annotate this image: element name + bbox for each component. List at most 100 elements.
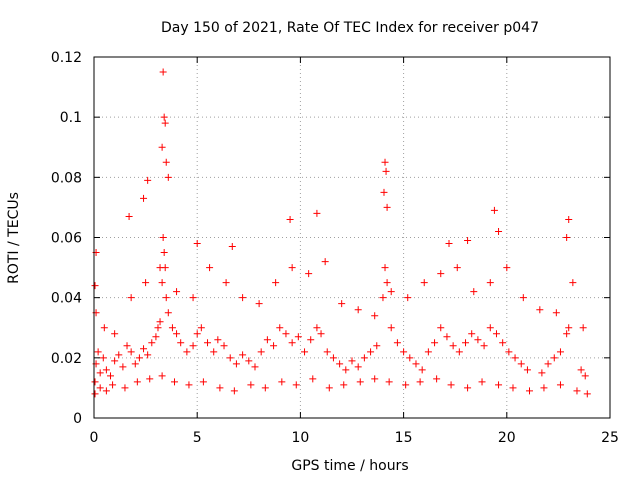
data-point xyxy=(354,306,362,314)
data-point xyxy=(544,360,552,368)
data-point xyxy=(420,279,428,287)
data-point xyxy=(523,366,531,374)
data-point xyxy=(100,324,108,332)
y-tick-label: 0.12 xyxy=(51,50,82,66)
data-point xyxy=(189,294,197,302)
data-point xyxy=(360,354,368,362)
data-point xyxy=(257,348,265,356)
data-point xyxy=(91,390,99,398)
data-point xyxy=(468,330,476,338)
data-point xyxy=(418,366,426,374)
data-point xyxy=(159,234,167,241)
data-point xyxy=(309,375,317,383)
data-point xyxy=(131,360,139,368)
data-point xyxy=(294,333,302,341)
data-point xyxy=(583,390,591,398)
data-point xyxy=(577,366,585,374)
data-point xyxy=(288,264,296,272)
data-point xyxy=(156,318,164,326)
data-point xyxy=(161,119,169,127)
data-point xyxy=(133,378,141,386)
y-tick-label: 0.06 xyxy=(51,231,82,247)
data-point xyxy=(455,348,463,356)
data-point xyxy=(164,309,172,317)
data-point xyxy=(431,339,439,347)
y-tick-label: 0.04 xyxy=(51,291,82,307)
data-point xyxy=(162,294,170,302)
data-point xyxy=(142,279,150,287)
data-point xyxy=(556,348,564,356)
axis-ticks: 0 5 10 15 20 25 0 0.02 0.04 0.06 0.08 0.1 0.12 xyxy=(51,50,619,446)
data-point xyxy=(526,387,534,395)
y-tick-label: 0.1 xyxy=(60,110,82,126)
x-tick-label: 15 xyxy=(395,430,413,446)
data-point xyxy=(292,381,300,389)
data-point xyxy=(371,375,379,383)
data-point xyxy=(152,333,160,341)
data-point xyxy=(206,264,214,272)
x-tick-label: 20 xyxy=(498,430,516,446)
data-point xyxy=(449,342,457,350)
data-point xyxy=(424,348,432,356)
data-point xyxy=(382,167,390,175)
data-point xyxy=(162,158,170,166)
data-point xyxy=(373,342,381,350)
data-point xyxy=(91,282,99,290)
data-point xyxy=(505,348,513,356)
x-tick-label: 5 xyxy=(193,430,202,446)
data-point xyxy=(173,330,181,338)
data-point xyxy=(383,279,391,287)
data-point xyxy=(313,209,321,217)
data-point xyxy=(199,378,207,386)
data-point xyxy=(156,264,164,272)
data-point xyxy=(379,294,387,302)
data-point xyxy=(107,372,115,380)
data-point xyxy=(272,279,280,287)
data-point xyxy=(437,270,445,278)
data-point xyxy=(464,384,472,392)
data-point xyxy=(354,363,362,371)
data-point xyxy=(550,354,558,362)
data-point xyxy=(433,375,441,383)
data-point xyxy=(474,336,482,344)
data-point xyxy=(115,351,123,359)
data-point xyxy=(123,342,131,350)
data-point xyxy=(342,366,350,374)
data-point xyxy=(288,339,296,347)
data-point xyxy=(239,351,247,359)
data-point xyxy=(276,324,284,332)
data-point xyxy=(313,324,321,332)
data-point xyxy=(462,339,470,347)
data-point xyxy=(160,113,168,121)
data-point xyxy=(387,288,395,296)
data-point xyxy=(121,384,129,392)
data-point xyxy=(91,378,99,386)
data-point xyxy=(480,342,488,350)
data-point xyxy=(400,348,408,356)
data-point xyxy=(216,384,224,392)
data-point xyxy=(158,279,166,287)
y-tick-label: 0.02 xyxy=(51,351,82,367)
data-point xyxy=(96,384,104,392)
data-point xyxy=(579,324,587,332)
data-point xyxy=(356,378,364,386)
data-point xyxy=(125,212,133,220)
data-point xyxy=(406,354,414,362)
data-point xyxy=(158,372,166,380)
data-point xyxy=(563,234,571,241)
data-point xyxy=(317,330,325,338)
x-axis-label: GPS time / hours xyxy=(291,458,408,474)
data-point xyxy=(109,381,117,389)
data-point xyxy=(511,354,519,362)
data-point xyxy=(239,294,247,302)
x-tick-label: 25 xyxy=(601,430,619,446)
data-point xyxy=(338,300,346,308)
data-point xyxy=(495,227,503,235)
data-point xyxy=(383,203,391,211)
data-point xyxy=(381,264,389,272)
data-point xyxy=(119,363,127,371)
x-tick-label: 10 xyxy=(291,430,309,446)
data-point xyxy=(164,173,172,181)
data-point xyxy=(305,270,313,278)
